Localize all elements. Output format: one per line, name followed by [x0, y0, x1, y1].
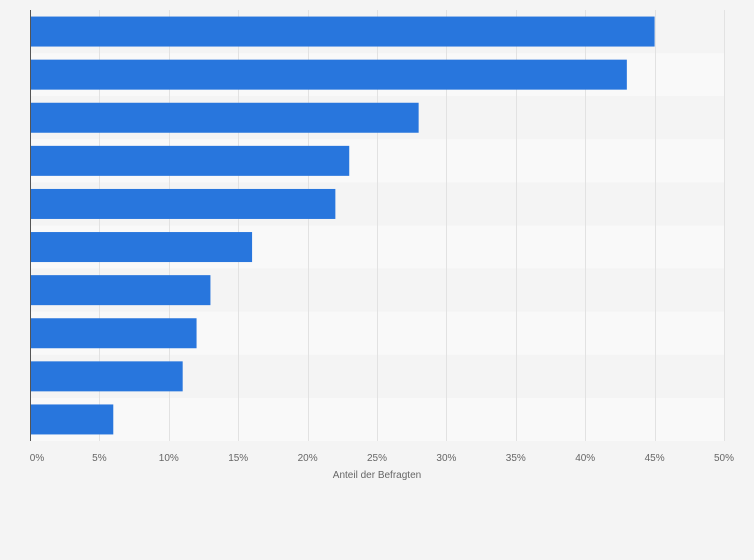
x-tick-label: 15%: [228, 453, 248, 464]
bar: [30, 318, 197, 349]
x-tick-label: 5%: [92, 453, 107, 464]
bar: [30, 16, 655, 47]
bar: [30, 102, 419, 133]
bar: [30, 361, 183, 392]
x-tick-label: 35%: [506, 453, 526, 464]
x-tick-label: 45%: [645, 453, 665, 464]
x-tick-labels: 0% 5% 10% 15% 20% 25% 30% 35% 40% 45% 50%: [30, 453, 734, 464]
x-tick-label: 25%: [367, 453, 387, 464]
x-tick-label: 20%: [298, 453, 318, 464]
bar: [30, 404, 114, 435]
bar: [30, 232, 253, 263]
x-tick-label: 50%: [714, 453, 734, 464]
bar: [30, 188, 336, 219]
x-tick-label: 30%: [436, 453, 456, 464]
bars: [30, 16, 655, 435]
x-axis-title: Anteil der Befragten: [333, 470, 421, 481]
x-tick-label: 10%: [159, 453, 179, 464]
x-tick-label: 0%: [30, 453, 45, 464]
bar: [30, 59, 627, 90]
bar: [30, 145, 350, 176]
x-tick-label: 40%: [575, 453, 595, 464]
bar: [30, 275, 211, 306]
